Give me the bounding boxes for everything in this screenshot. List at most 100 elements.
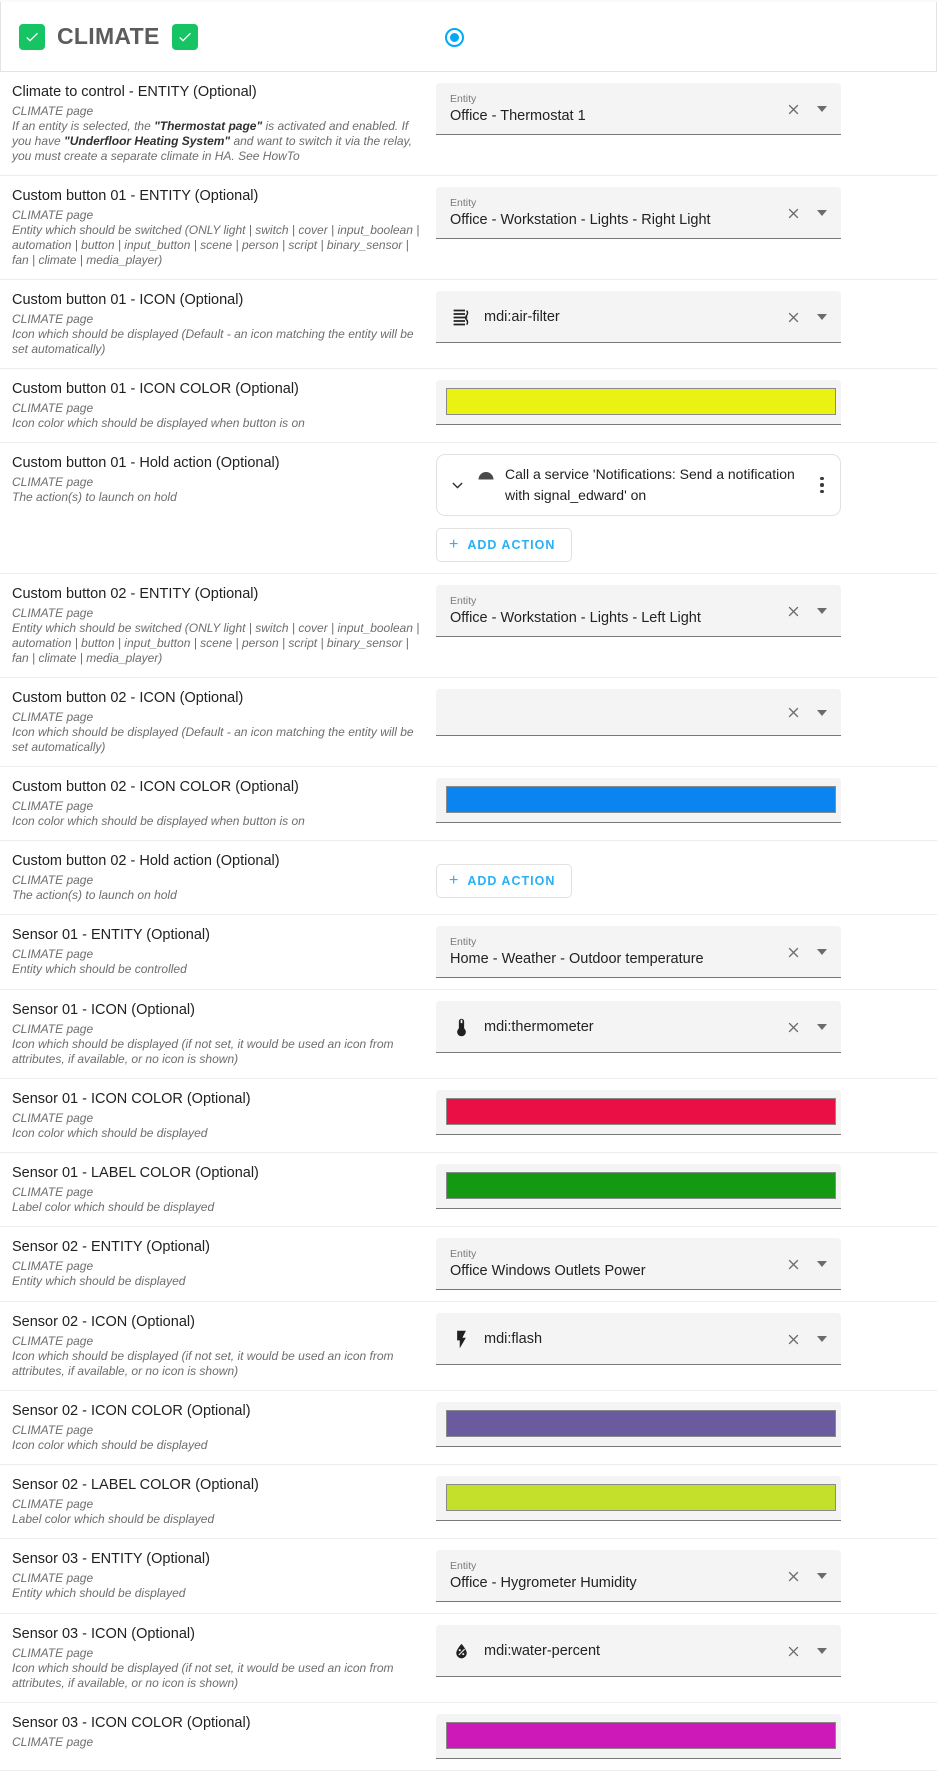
expand-chevron-down-icon[interactable] xyxy=(447,475,467,495)
row-control-group: Entity Office - Workstation - Lights - Ri… xyxy=(436,187,937,239)
row-page-note: CLIMATE page xyxy=(12,1022,94,1036)
settings-row: Custom button 01 - ICON (Optional) CLIMAT… xyxy=(0,280,937,369)
settings-row: Sensor 01 - ICON COLOR (Optional) CLIMATE… xyxy=(0,1079,937,1153)
entity-field-value: Office - Workstation - Lights - Left Lig… xyxy=(450,609,701,626)
row-control-group: Entity Office - Hygrometer Humidity xyxy=(436,1550,937,1602)
entity-picker[interactable]: Entity Office Windows Outlets Power xyxy=(436,1238,841,1290)
entity-picker[interactable]: Entity Office - Workstation - Lights - Ri… xyxy=(436,187,841,239)
row-description: Entity which should be switched (ONLY li… xyxy=(12,621,420,665)
row-page-note: CLIMATE page xyxy=(12,873,94,887)
row-label-group: Custom button 01 - Hold action (Optional… xyxy=(0,454,436,505)
row-label-group: Sensor 01 - LABEL COLOR (Optional) CLIMAT… xyxy=(0,1164,436,1215)
clear-icon[interactable] xyxy=(784,1330,802,1348)
color-picker[interactable] xyxy=(436,778,841,823)
row-label-group: Sensor 03 - ICON COLOR (Optional) CLIMATE… xyxy=(0,1714,436,1750)
color-picker[interactable] xyxy=(436,1164,841,1209)
clear-icon[interactable] xyxy=(784,204,802,222)
entity-picker[interactable]: Entity Office - Workstation - Lights - Le… xyxy=(436,585,841,637)
row-page-note: CLIMATE page xyxy=(12,104,94,118)
icon-picker[interactable] xyxy=(436,689,841,736)
clear-icon[interactable] xyxy=(784,1642,802,1660)
entity-picker-body: Entity Office Windows Outlets Power xyxy=(450,1248,774,1281)
add-action-button[interactable]: + ADD ACTION xyxy=(436,528,573,562)
entity-picker[interactable]: Entity Office - Thermostat 1 xyxy=(436,83,841,135)
add-action-label: ADD ACTION xyxy=(467,538,556,552)
color-picker[interactable] xyxy=(436,1714,841,1759)
action-card[interactable]: Call a service 'Notifications: Send a no… xyxy=(436,454,841,516)
settings-row: Sensor 01 - ICON (Optional) CLIMATE page I… xyxy=(0,990,937,1079)
color-picker[interactable] xyxy=(436,1402,841,1447)
icon-picker[interactable]: mdi:thermometer xyxy=(436,1001,841,1053)
row-label-group: Custom button 02 - ENTITY (Optional) CLIM… xyxy=(0,585,436,666)
chevron-down-icon[interactable] xyxy=(813,1330,831,1348)
color-swatch[interactable] xyxy=(446,387,836,415)
chevron-down-icon[interactable] xyxy=(813,1642,831,1660)
color-picker[interactable] xyxy=(436,1476,841,1521)
add-action-button[interactable]: + ADD ACTION xyxy=(436,864,573,898)
row-label-group: Sensor 02 - ICON (Optional) CLIMATE page I… xyxy=(0,1313,436,1379)
clear-icon[interactable] xyxy=(784,1018,802,1036)
color-picker[interactable] xyxy=(436,380,841,425)
entity-picker[interactable]: Entity Office - Hygrometer Humidity xyxy=(436,1550,841,1602)
entity-field-actions xyxy=(774,943,831,961)
settings-row: Custom button 01 - ICON COLOR (Optional)… xyxy=(0,369,937,443)
color-swatch[interactable] xyxy=(446,1171,836,1199)
color-swatch[interactable] xyxy=(446,1409,836,1437)
icon-picker[interactable]: mdi:water-percent xyxy=(436,1625,841,1677)
icon-field-value: mdi:air-filter xyxy=(484,308,560,325)
row-label-group: Custom button 02 - ICON (Optional) CLIMAT… xyxy=(0,689,436,755)
color-swatch[interactable] xyxy=(446,1721,836,1749)
row-label-group: Custom button 01 - ICON (Optional) CLIMAT… xyxy=(0,291,436,357)
entity-field-label: Entity xyxy=(450,1559,477,1572)
row-control-group: mdi:thermometer xyxy=(436,1001,937,1053)
icon-picker[interactable]: mdi:flash xyxy=(436,1313,841,1365)
row-control-group xyxy=(436,1714,937,1759)
row-label: Custom button 02 - Hold action (Optional… xyxy=(12,853,280,869)
settings-row: Sensor 02 - LABEL COLOR (Optional) CLIMAT… xyxy=(0,1465,937,1539)
chevron-down-icon[interactable] xyxy=(813,602,831,620)
chevron-down-icon[interactable] xyxy=(813,1255,831,1273)
clear-icon[interactable] xyxy=(784,308,802,326)
chevron-down-icon[interactable] xyxy=(813,204,831,222)
row-control-group: Entity Office - Thermostat 1 xyxy=(436,83,937,135)
flash-icon xyxy=(450,1328,472,1350)
color-swatch[interactable] xyxy=(446,785,836,813)
row-page-note: CLIMATE page xyxy=(12,606,94,620)
clear-icon[interactable] xyxy=(784,1255,802,1273)
page-title: CLIMATE xyxy=(57,23,160,49)
entity-field-actions xyxy=(774,602,831,620)
row-page-note: CLIMATE page xyxy=(12,1259,94,1273)
row-control-group xyxy=(436,778,937,823)
row-label: Custom button 02 - ICON COLOR (Optional) xyxy=(12,779,299,795)
chevron-down-icon[interactable] xyxy=(813,1567,831,1585)
entity-field-label: Entity xyxy=(450,196,477,209)
row-label-group: Custom button 01 - ICON COLOR (Optional)… xyxy=(0,380,436,431)
chevron-down-icon[interactable] xyxy=(813,704,831,722)
row-description: Entity which should be controlled xyxy=(12,962,187,976)
chevron-down-icon[interactable] xyxy=(813,1018,831,1036)
row-label: Custom button 01 - Hold action (Optional… xyxy=(12,455,280,471)
clear-icon[interactable] xyxy=(784,704,802,722)
chevron-down-icon[interactable] xyxy=(813,308,831,326)
radio-button-selected[interactable] xyxy=(445,27,464,47)
more-options-icon[interactable] xyxy=(812,474,832,496)
checkbox-checked-icon-right[interactable] xyxy=(171,23,198,50)
color-swatch[interactable] xyxy=(446,1483,836,1511)
row-page-note: CLIMATE page xyxy=(12,208,94,222)
row-label: Sensor 01 - ENTITY (Optional) xyxy=(12,927,210,943)
clear-icon[interactable] xyxy=(784,943,802,961)
entity-picker[interactable]: Entity Home - Weather - Outdoor temperatu… xyxy=(436,926,841,978)
checkbox-checked-icon-left[interactable] xyxy=(19,23,45,50)
icon-picker[interactable]: mdi:air-filter xyxy=(436,291,841,343)
header-left-group: CLIMATE xyxy=(19,23,198,50)
row-label-group: Sensor 02 - ICON COLOR (Optional) CLIMATE… xyxy=(0,1402,436,1453)
chevron-down-icon[interactable] xyxy=(813,943,831,961)
clear-icon[interactable] xyxy=(784,602,802,620)
chevron-down-icon[interactable] xyxy=(813,100,831,118)
clear-icon[interactable] xyxy=(784,1567,802,1585)
color-swatch[interactable] xyxy=(446,1097,836,1125)
color-picker[interactable] xyxy=(436,1090,841,1135)
entity-field-actions xyxy=(774,1567,831,1585)
clear-icon[interactable] xyxy=(784,100,802,118)
row-description: Entity which should be displayed xyxy=(12,1274,186,1288)
